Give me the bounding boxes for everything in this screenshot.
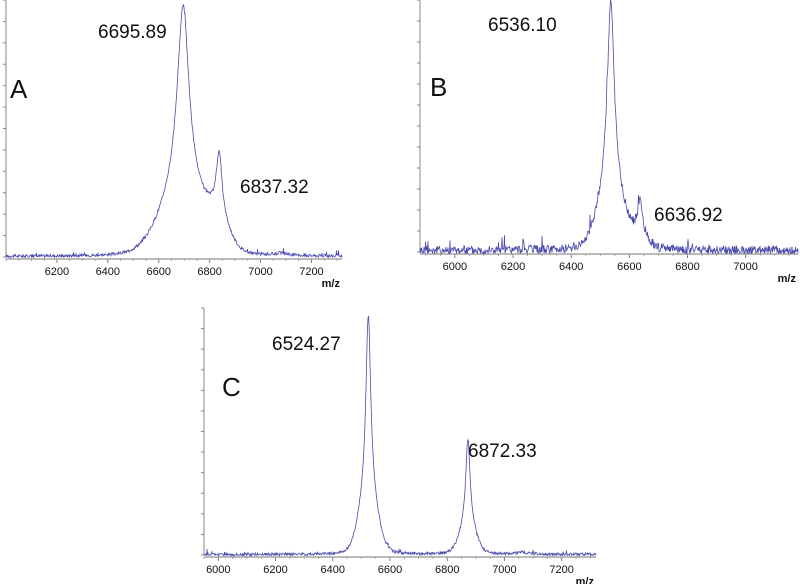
x-tick-label: 7000 — [733, 261, 757, 273]
x-tick-label: 6800 — [197, 266, 221, 278]
x-tick-label: 6000 — [443, 261, 467, 273]
x-tick-label: 7200 — [299, 266, 323, 278]
x-axis-label: m/z — [322, 278, 341, 290]
x-axis-label: m/z — [576, 576, 595, 584]
x-tick-label: 7200 — [549, 564, 573, 576]
x-tick-label: 6600 — [378, 564, 402, 576]
spectrum-trace — [419, 0, 799, 255]
peak-label: 6837.32 — [240, 177, 309, 198]
panel-label: B — [430, 72, 447, 102]
x-tick-label: 6200 — [263, 564, 287, 576]
x-tick-label: 6200 — [45, 266, 69, 278]
x-tick-label: 7000 — [492, 564, 516, 576]
spectrum-trace — [203, 315, 597, 558]
x-axis-label: m/z — [778, 273, 797, 285]
x-tick-label: 6400 — [96, 266, 120, 278]
peak-label: 6524.27 — [272, 334, 341, 355]
x-tick-label: 6400 — [321, 564, 345, 576]
x-tick-label: 7000 — [248, 266, 272, 278]
spectrum-trace — [5, 4, 343, 259]
x-tick-label: 6400 — [559, 261, 583, 273]
peak-label: 6872.33 — [468, 441, 537, 462]
peak-label: 6536.10 — [488, 15, 557, 36]
peak-label: 6636.92 — [654, 205, 723, 226]
x-tick-label: 6600 — [146, 266, 170, 278]
x-tick-label: 6200 — [501, 261, 525, 273]
panel-label: C — [222, 372, 241, 402]
x-tick-label: 6800 — [435, 564, 459, 576]
panel-label: A — [10, 74, 28, 104]
x-tick-label: 6800 — [675, 261, 699, 273]
peak-label: 6695.89 — [98, 22, 167, 43]
spectrum-panel-b: 6000 6200 6400 6600 6800 7000 m/z B 6536.10 6636.… — [417, 0, 799, 285]
x-tick-label: 6600 — [617, 261, 641, 273]
x-tick-label: 6000 — [206, 564, 230, 576]
